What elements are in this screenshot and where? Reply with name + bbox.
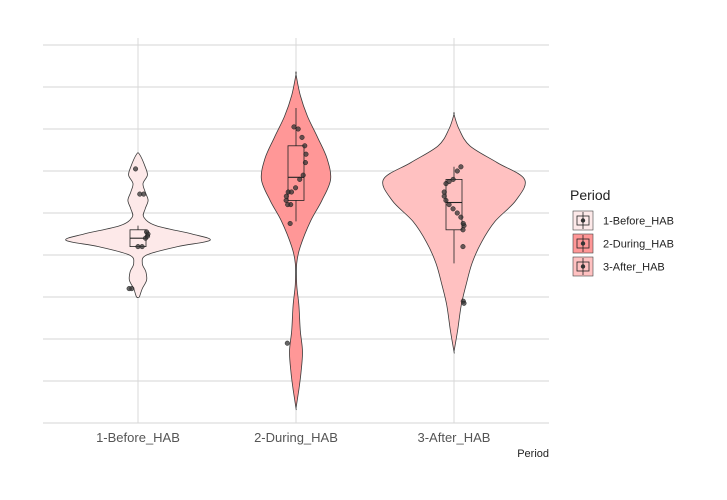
data-point — [295, 126, 301, 132]
legend-swatch-point — [580, 218, 586, 223]
data-point — [460, 227, 466, 233]
data-point — [302, 160, 308, 166]
data-point — [283, 193, 289, 199]
data-point — [460, 220, 466, 226]
legend-swatch-box — [576, 261, 590, 272]
data-point — [144, 229, 150, 235]
data-point — [283, 197, 289, 203]
data-point — [450, 176, 456, 182]
legend-title: Period — [570, 187, 610, 203]
data-point — [300, 172, 306, 178]
violin-2-During_HAB — [260, 71, 332, 411]
legend-label: 2-During_HAB — [603, 239, 674, 251]
data-point — [441, 189, 447, 195]
data-point — [450, 206, 456, 212]
legend-label: 3-After_HAB — [603, 262, 665, 274]
x-tick-label: 2-During_HAB — [254, 430, 338, 445]
legend-entry: 3-After_HAB — [572, 256, 665, 277]
legend-swatch-point — [580, 264, 586, 269]
x-axis-title: Period — [517, 448, 549, 460]
data-point — [446, 202, 452, 208]
data-point — [458, 214, 464, 220]
data-point — [460, 244, 466, 250]
boxplots — [129, 108, 463, 264]
data-point — [297, 176, 303, 182]
data-point — [139, 244, 145, 250]
data-point — [461, 300, 467, 306]
data-point — [291, 124, 297, 130]
legend-swatch-box — [576, 238, 590, 249]
violin-1-Before_HAB — [65, 152, 211, 299]
data-point — [454, 168, 460, 174]
legend-label: 1-Before_HAB — [603, 216, 674, 228]
legend: Period 1-Before_HAB 2-During_HAB 3-After_H… — [570, 187, 674, 277]
data-point — [446, 178, 452, 184]
legend-entry: 2-During_HAB — [572, 233, 674, 254]
x-tick-labels: 1-Before_HAB 2-During_HAB 3-After_HAB — [96, 430, 490, 445]
data-point — [458, 164, 464, 170]
data-point — [443, 197, 449, 203]
data-point — [293, 185, 299, 191]
legend-entry: 1-Before_HAB — [572, 210, 674, 231]
data-point — [441, 193, 447, 199]
data-point — [303, 151, 309, 157]
x-tick-label: 3-After_HAB — [418, 430, 491, 445]
legend-swatch-box — [576, 215, 590, 226]
data-point — [302, 143, 308, 149]
data-point — [454, 210, 460, 216]
data-point — [285, 202, 291, 208]
data-point — [137, 191, 143, 197]
legend-swatch-point — [580, 241, 586, 246]
data-points — [126, 124, 467, 346]
data-point — [287, 220, 293, 226]
x-tick-label: 1-Before_HAB — [96, 430, 180, 445]
data-point — [126, 286, 132, 292]
data-point — [299, 134, 305, 140]
data-point — [289, 189, 295, 195]
data-point — [284, 340, 290, 346]
data-point — [133, 166, 139, 172]
